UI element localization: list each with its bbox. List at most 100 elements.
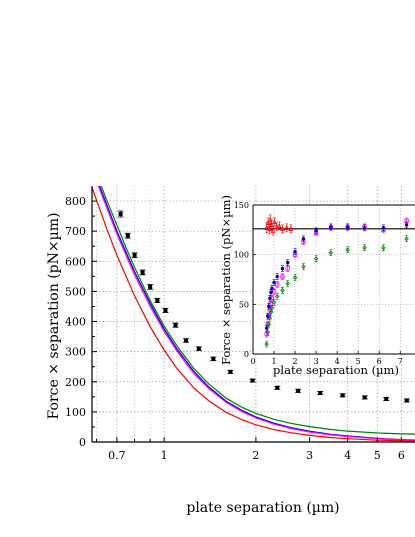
- main-points: [117, 210, 410, 403]
- main-curve-line: [97, 186, 415, 442]
- main-curves: [92, 186, 415, 442]
- inset-data-point: [272, 218, 277, 224]
- inset-y-tick-label: 150: [234, 201, 249, 210]
- inset-data-point: [268, 302, 273, 307]
- inset-x-tick-label: 3: [314, 357, 319, 366]
- main-data-point: [118, 212, 123, 217]
- main-y-tick-label: 300: [65, 346, 86, 359]
- inset-data-point: [285, 281, 290, 286]
- inset-tick-labels: 0 1 2 3 4 5 6 7 0 50 100 150: [234, 201, 403, 366]
- inset-data-point: [265, 322, 270, 327]
- inset-data-point: [286, 260, 290, 265]
- inset-data-point: [313, 256, 319, 261]
- main-data-point: [184, 338, 189, 343]
- inset-data-point: [280, 288, 285, 293]
- inset-data-point: [274, 294, 280, 299]
- inset-data-point: [275, 282, 280, 287]
- inset-data-point: [276, 222, 282, 228]
- inset-data-point: [264, 341, 269, 347]
- main-y-tick-label: 500: [65, 285, 86, 298]
- main-data-point: [275, 385, 280, 390]
- inset-y-tick-label: 100: [234, 251, 249, 260]
- inset-data-point: [329, 225, 333, 229]
- inset-data-point: [269, 306, 275, 311]
- main-data-point: [148, 284, 153, 289]
- inset-x-tick-label: 6: [377, 357, 382, 366]
- main-data-point: [404, 398, 409, 403]
- main-data-point: [362, 395, 367, 400]
- inset-y-tick-label: 50: [239, 300, 249, 309]
- inset-data-point: [284, 224, 289, 230]
- main-y-tick-label: 0: [79, 436, 86, 449]
- main-x-tick-label: 2: [252, 449, 259, 462]
- inset-data-point: [267, 304, 271, 309]
- inset-x-tick-label: 2: [293, 357, 298, 366]
- main-x-tick-label: 3: [306, 449, 313, 462]
- main-x-axis-label: plate separation (µm): [186, 500, 339, 516]
- inset-data-point: [301, 237, 306, 241]
- inset-data-point: [381, 245, 386, 250]
- main-y-tick-label: 700: [65, 225, 86, 238]
- inset-data-point: [268, 296, 272, 301]
- main-data-point: [155, 298, 160, 303]
- main-data-point: [228, 369, 233, 374]
- main-x-tick-label: 4: [344, 449, 351, 462]
- inset-data-point: [404, 223, 409, 227]
- inset-data-point: [267, 225, 272, 231]
- main-data-point: [250, 378, 255, 383]
- inset-points: [264, 214, 409, 348]
- main-curve-line: [100, 186, 415, 435]
- inset-data-point: [280, 266, 285, 271]
- main-x-tick-label: 0.7: [108, 449, 126, 462]
- inset-data-point: [292, 275, 298, 280]
- inset-data-point: [314, 229, 318, 233]
- main-x-tick-label: 6: [398, 449, 405, 462]
- inset-y-axis-label: Force × separation (pN×µm): [219, 195, 233, 365]
- inset-data-point: [265, 329, 270, 335]
- main-data-point: [132, 253, 137, 258]
- inset-x-tick-label: 0: [250, 357, 255, 366]
- inset-data-point: [362, 226, 367, 230]
- inset-data-point: [270, 286, 274, 291]
- inset-data-point: [345, 247, 350, 252]
- main-data-point: [296, 388, 301, 393]
- inset-data-point: [345, 225, 350, 229]
- inset-data-point: [301, 264, 306, 269]
- main-x-tick-label: 5: [374, 449, 381, 462]
- main-axes: [91, 186, 415, 443]
- inset-data-point: [280, 274, 285, 279]
- inset-data-point: [266, 321, 272, 327]
- inset-data-point: [271, 300, 277, 305]
- main-y-tick-label: 600: [65, 255, 86, 268]
- inset-data-point: [280, 225, 285, 231]
- inset-data-point: [272, 280, 276, 285]
- main-data-point: [140, 270, 145, 275]
- main-x-tick-label: 1: [161, 449, 168, 462]
- inset-data-point: [381, 226, 386, 230]
- main-data-point: [163, 308, 168, 313]
- inset-data-point: [288, 225, 294, 231]
- inset-data-point: [275, 274, 279, 279]
- main-data-point: [211, 356, 216, 361]
- inset-data-point: [265, 219, 271, 225]
- inset-data-point: [285, 266, 290, 271]
- inset-data-point: [293, 249, 297, 254]
- inset-x-tick-label: 1: [271, 357, 276, 366]
- inset-data-point: [270, 227, 276, 233]
- inset-data-point: [328, 250, 334, 255]
- inset-data-point: [267, 315, 273, 321]
- main-y-tick-label: 200: [65, 376, 86, 389]
- main-y-tick-label: 800: [65, 195, 86, 208]
- main-y-tick-label: 100: [65, 406, 86, 419]
- main-data-point: [384, 396, 389, 401]
- inset-data-point: [404, 236, 409, 242]
- inset-axes: [252, 204, 415, 355]
- main-data-point: [125, 233, 130, 238]
- inset-x-tick-label: 5: [356, 357, 361, 366]
- main-data-point: [340, 393, 345, 398]
- inset-x-tick-label: 4: [335, 357, 340, 366]
- inset-x-axis-label: plate separation (µm): [273, 363, 399, 377]
